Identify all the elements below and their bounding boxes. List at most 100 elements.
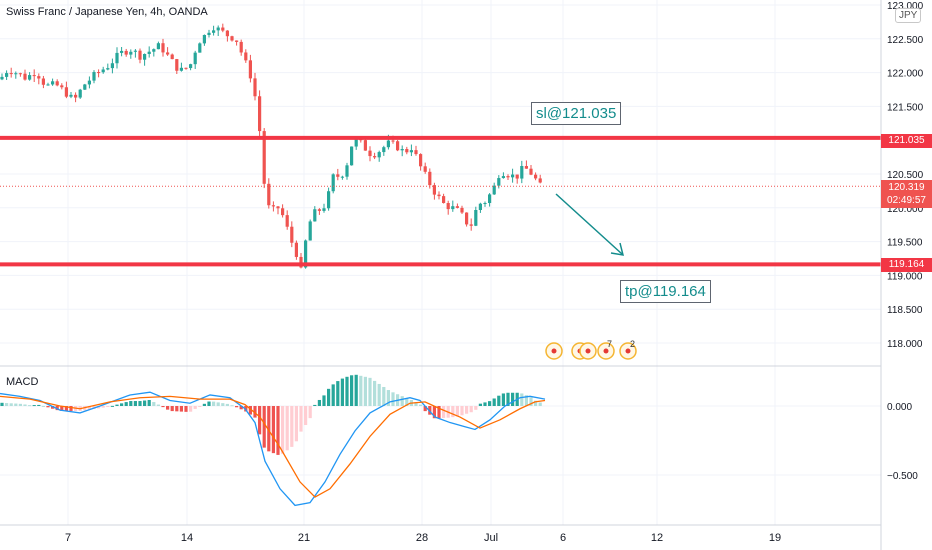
- macd-label[interactable]: MACD: [6, 376, 39, 388]
- macd-histogram-bar: [60, 406, 64, 411]
- symbol-title[interactable]: Swiss Franc / Japanese Yen, 4h, OANDA: [6, 6, 208, 18]
- candle-up: [202, 34, 206, 44]
- candle-down: [368, 150, 372, 157]
- candle-down: [419, 154, 423, 167]
- macd-line: [0, 391, 546, 507]
- candle-down: [258, 96, 262, 132]
- macd-histogram-bar: [478, 403, 482, 406]
- candle-up: [488, 194, 492, 204]
- candlestick-series: [0, 23, 542, 269]
- candle-down: [391, 140, 395, 142]
- candle-up: [212, 30, 216, 33]
- macd-histogram-bar: [506, 392, 510, 406]
- time-tick-label: Jul: [484, 532, 498, 544]
- candle-down: [225, 30, 229, 37]
- macd-histogram-bar: [313, 404, 317, 406]
- candle-down: [290, 226, 294, 243]
- macd-histogram-bar: [414, 402, 418, 406]
- candle-down: [221, 27, 225, 31]
- macd-histogram-bar: [198, 406, 202, 407]
- macd-histogram-bar: [9, 403, 13, 406]
- candle-up: [92, 72, 96, 81]
- price-tick-label: 122.500: [887, 35, 924, 46]
- macd-histogram-bar: [373, 380, 377, 406]
- candle-down: [170, 54, 174, 60]
- macd-histogram-bar: [488, 401, 492, 406]
- candle-up: [28, 75, 32, 80]
- macd-histogram-bar: [0, 402, 4, 406]
- macd-histogram-bar: [460, 406, 464, 416]
- currency-badge[interactable]: JPY: [895, 8, 922, 23]
- macd-histogram-bar: [345, 376, 349, 406]
- candle-down: [161, 43, 165, 53]
- candle-down: [281, 208, 285, 216]
- candle-up: [478, 203, 482, 210]
- candle-up: [451, 206, 455, 210]
- time-tick-label: 12: [651, 532, 663, 544]
- candle-up: [110, 63, 114, 69]
- macd-histogram-bar: [382, 386, 386, 406]
- price-tick-label: 119.000: [887, 271, 923, 282]
- macd-histogram-bar: [64, 406, 68, 411]
- macd-histogram-bar: [538, 402, 542, 406]
- candle-down: [32, 75, 36, 77]
- candle-up: [350, 146, 354, 166]
- tp-annotation[interactable]: tp@119.164: [620, 280, 711, 303]
- macd-histogram-bar: [534, 400, 538, 406]
- macd-histogram-bar: [262, 406, 266, 448]
- macd-histogram-bar: [474, 406, 478, 410]
- candle-up: [179, 67, 183, 71]
- candle-up: [101, 69, 105, 73]
- candle-up: [156, 43, 160, 50]
- macd-histogram-bar: [336, 381, 340, 406]
- candle-up: [115, 52, 119, 64]
- time-tick-label: 28: [416, 532, 428, 544]
- macd-histogram-bar: [115, 404, 119, 406]
- candle-up: [216, 27, 220, 31]
- macd-histogram-bar: [253, 406, 257, 418]
- candle-down: [235, 40, 239, 42]
- candle-up: [304, 240, 308, 268]
- candle-up: [327, 191, 331, 209]
- candle-down: [41, 78, 45, 85]
- macd-histogram-bar: [276, 406, 280, 455]
- projection-arrow: [555, 193, 625, 256]
- sl-annotation[interactable]: sl@121.035: [531, 102, 622, 125]
- macd-histogram-bar: [51, 406, 55, 409]
- macd-tick-label: 0.000: [887, 402, 912, 413]
- macd-histogram-bar: [147, 400, 151, 406]
- candle-up: [474, 209, 478, 226]
- macd-histogram-bar: [120, 403, 124, 406]
- time-axis[interactable]: 7 14 21 28 Jul 6 12 19: [0, 524, 881, 544]
- candle-down: [423, 166, 427, 172]
- candle-down: [184, 67, 188, 69]
- candle-up: [5, 73, 9, 77]
- candle-down: [285, 215, 289, 227]
- candle-up: [483, 203, 487, 205]
- macd-histogram-bar: [391, 392, 395, 406]
- candle-down: [534, 174, 538, 179]
- macd-histogram-bar: [46, 406, 50, 408]
- candle-up: [147, 51, 151, 55]
- candle-down: [253, 78, 257, 97]
- price-axis[interactable]: 123.000 122.500 122.000 121.500 120.500 120.0…: [880, 0, 924, 550]
- macd-histogram-bar: [520, 393, 524, 406]
- candle-up: [129, 51, 133, 55]
- macd-histogram-bar: [14, 403, 18, 406]
- candle-down: [538, 178, 542, 183]
- price-tick-label: 121.500: [887, 102, 924, 113]
- candle-up: [331, 174, 335, 192]
- macd-histogram-bar: [143, 400, 147, 406]
- macd-pane[interactable]: [0, 374, 546, 507]
- macd-histogram-bar: [69, 406, 73, 411]
- macd-tick-label: −0.500: [887, 471, 918, 482]
- candle-up: [520, 166, 524, 179]
- candle-down: [442, 196, 446, 204]
- candle-down: [97, 72, 101, 74]
- candle-down: [515, 174, 519, 179]
- time-tick-label: 7: [65, 532, 71, 544]
- macd-lines: [0, 391, 546, 507]
